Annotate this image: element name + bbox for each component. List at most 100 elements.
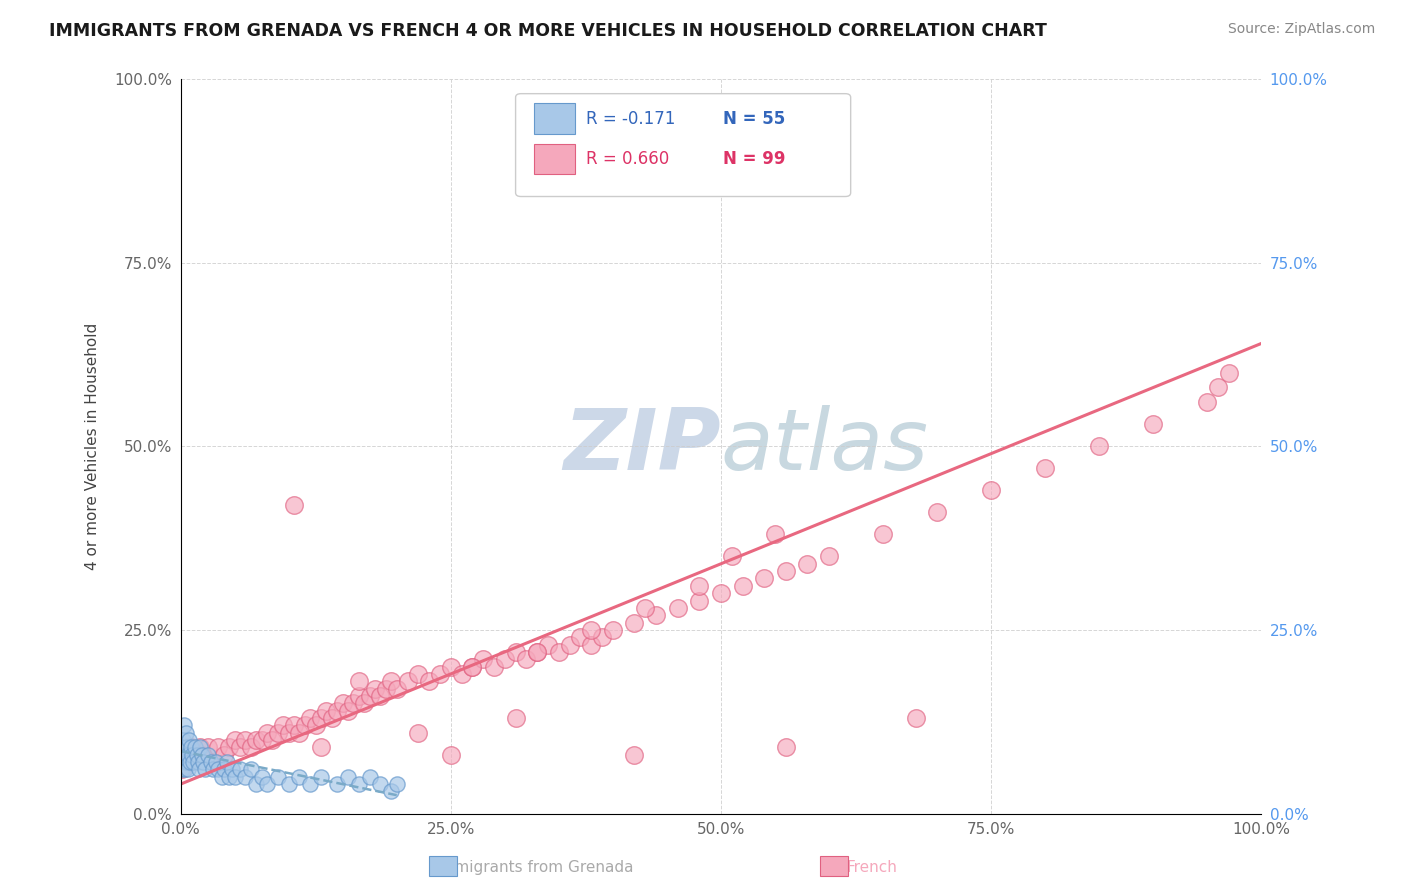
- Point: [174, 740, 197, 755]
- Point: [505, 711, 527, 725]
- Point: [218, 770, 240, 784]
- Point: [235, 770, 257, 784]
- Text: IMMIGRANTS FROM GRENADA VS FRENCH 4 OR MORE VEHICLES IN HOUSEHOLD CORRELATION CH: IMMIGRANTS FROM GRENADA VS FRENCH 4 OR M…: [49, 22, 1047, 40]
- Point: [440, 659, 463, 673]
- Point: [207, 740, 229, 755]
- Point: [180, 740, 202, 755]
- Point: [418, 674, 440, 689]
- Point: [591, 630, 613, 644]
- Point: [385, 681, 408, 696]
- Point: [250, 733, 273, 747]
- Point: [315, 704, 337, 718]
- Point: [224, 770, 246, 784]
- Point: [205, 755, 228, 769]
- Point: [927, 505, 949, 519]
- Point: [359, 770, 381, 784]
- Point: [385, 777, 408, 791]
- Point: [623, 747, 645, 762]
- Point: [212, 763, 235, 777]
- Point: [277, 725, 299, 739]
- Point: [1088, 439, 1111, 453]
- Point: [294, 718, 316, 732]
- Point: [818, 549, 841, 564]
- Point: [172, 733, 194, 747]
- Point: [173, 747, 195, 762]
- Point: [245, 733, 267, 747]
- Point: [342, 697, 364, 711]
- Point: [666, 600, 689, 615]
- Text: N = 55: N = 55: [723, 110, 786, 128]
- Point: [211, 770, 233, 784]
- Text: R = 0.660: R = 0.660: [586, 150, 669, 168]
- Point: [396, 674, 419, 689]
- Point: [505, 645, 527, 659]
- Point: [191, 747, 214, 762]
- Point: [174, 747, 197, 762]
- Point: [581, 638, 603, 652]
- Point: [193, 755, 215, 769]
- Point: [370, 777, 392, 791]
- Point: [245, 777, 267, 791]
- Point: [688, 593, 710, 607]
- Point: [197, 747, 219, 762]
- Point: [170, 763, 193, 777]
- Point: [309, 740, 332, 755]
- Point: [224, 733, 246, 747]
- Point: [239, 763, 262, 777]
- Text: atlas: atlas: [721, 405, 929, 488]
- Point: [450, 667, 472, 681]
- Point: [288, 770, 311, 784]
- Point: [731, 579, 754, 593]
- Point: [526, 645, 548, 659]
- Point: [181, 747, 204, 762]
- Point: [183, 755, 205, 769]
- FancyBboxPatch shape: [516, 94, 851, 196]
- Point: [197, 740, 219, 755]
- Point: [482, 659, 505, 673]
- Bar: [820, 856, 848, 876]
- Bar: [429, 856, 457, 876]
- Point: [408, 667, 430, 681]
- Point: [207, 763, 229, 777]
- Text: Immigrants from Grenada: Immigrants from Grenada: [434, 860, 634, 874]
- Point: [515, 652, 537, 666]
- FancyBboxPatch shape: [534, 144, 575, 175]
- Point: [179, 733, 201, 747]
- Point: [221, 763, 243, 777]
- Point: [1197, 395, 1219, 409]
- Point: [188, 740, 211, 755]
- Point: [172, 747, 194, 762]
- Point: [299, 777, 322, 791]
- Point: [321, 711, 343, 725]
- Point: [720, 549, 742, 564]
- Point: [645, 608, 668, 623]
- Point: [623, 615, 645, 630]
- Text: R = -0.171: R = -0.171: [586, 110, 675, 128]
- Point: [173, 755, 195, 769]
- Point: [980, 483, 1002, 498]
- Point: [337, 770, 360, 784]
- Point: [304, 718, 326, 732]
- Point: [581, 623, 603, 637]
- Point: [201, 755, 224, 769]
- Point: [347, 689, 370, 703]
- Point: [547, 645, 569, 659]
- Point: [461, 659, 484, 673]
- Point: [288, 725, 311, 739]
- Point: [267, 770, 290, 784]
- Point: [775, 564, 797, 578]
- Point: [187, 763, 209, 777]
- Point: [180, 740, 202, 755]
- Point: [229, 740, 252, 755]
- Point: [688, 579, 710, 593]
- Point: [347, 777, 370, 791]
- Text: N = 99: N = 99: [723, 150, 786, 168]
- Point: [229, 763, 252, 777]
- Point: [179, 755, 201, 769]
- Point: [332, 697, 354, 711]
- Point: [374, 681, 396, 696]
- Text: French: French: [846, 860, 897, 874]
- Point: [215, 755, 238, 769]
- Point: [256, 725, 278, 739]
- Point: [337, 704, 360, 718]
